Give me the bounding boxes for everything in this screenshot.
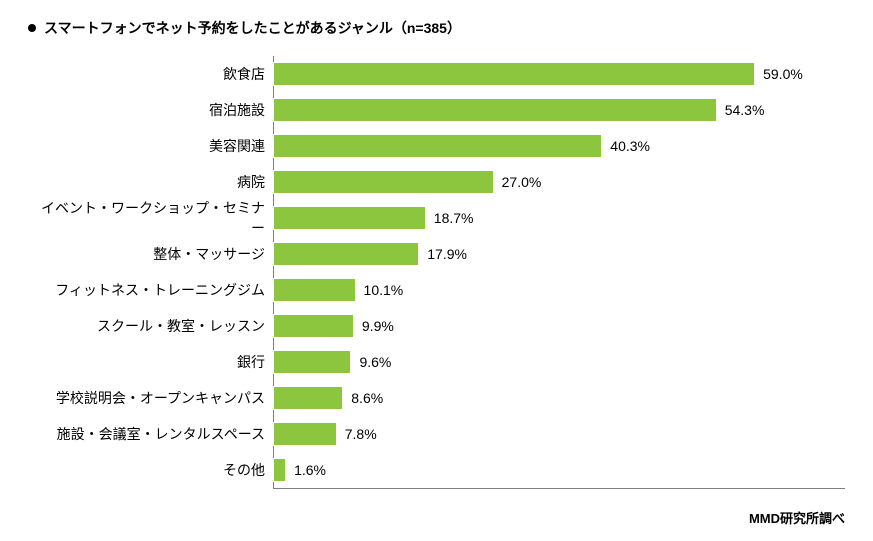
bar: [273, 170, 494, 194]
bar: [273, 422, 337, 446]
bar-area: 1.6%: [273, 452, 845, 488]
value-label: 17.9%: [427, 246, 467, 262]
chart-row: フィットネス・トレーニングジム 10.1%: [28, 272, 845, 308]
category-label: 宿泊施設: [28, 100, 273, 120]
value-label: 7.8%: [345, 426, 377, 442]
value-label: 8.6%: [351, 390, 383, 406]
value-label: 9.6%: [359, 354, 391, 370]
bar-area: 8.6%: [273, 380, 845, 416]
bar-area: 18.7%: [273, 200, 845, 236]
chart-row: 施設・会議室・レンタルスペース 7.8%: [28, 416, 845, 452]
bar: [273, 278, 356, 302]
bar-area: 59.0%: [273, 56, 845, 92]
category-label: 施設・会議室・レンタルスペース: [28, 424, 273, 444]
chart-row: スクール・教室・レッスン 9.9%: [28, 308, 845, 344]
bar: [273, 458, 286, 482]
value-label: 40.3%: [610, 138, 650, 154]
chart-title-row: スマートフォンでネット予約をしたことがあるジャンル（n=385）: [28, 18, 845, 38]
chart-row: 宿泊施設 54.3%: [28, 92, 845, 128]
category-label: 病院: [28, 172, 273, 192]
chart-row: イベント・ワークショップ・セミナー 18.7%: [28, 200, 845, 236]
category-label: その他: [28, 460, 273, 480]
category-label: 整体・マッサージ: [28, 244, 273, 264]
chart-row: 整体・マッサージ 17.9%: [28, 236, 845, 272]
chart-row: 学校説明会・オープンキャンパス 8.6%: [28, 380, 845, 416]
chart-row: 飲食店 59.0%: [28, 56, 845, 92]
value-label: 27.0%: [502, 174, 542, 190]
bar: [273, 206, 426, 230]
bar-area: 9.9%: [273, 308, 845, 344]
x-axis-line: [273, 488, 845, 489]
chart-row: 病院 27.0%: [28, 164, 845, 200]
bar: [273, 386, 343, 410]
category-label: フィットネス・トレーニングジム: [28, 280, 273, 300]
bar: [273, 242, 419, 266]
bar-chart: 飲食店 59.0% 宿泊施設 54.3% 美容関連 40.3% 病院 27.0% イベント・ワー…: [28, 56, 845, 490]
bar-area: 7.8%: [273, 416, 845, 452]
bar-area: 54.3%: [273, 92, 845, 128]
value-label: 54.3%: [725, 102, 765, 118]
bullet-icon: [28, 24, 36, 32]
bar: [273, 350, 351, 374]
category-label: 学校説明会・オープンキャンパス: [28, 388, 273, 408]
chart-title: スマートフォンでネット予約をしたことがあるジャンル（n=385）: [44, 18, 461, 38]
bar-area: 17.9%: [273, 236, 845, 272]
value-label: 10.1%: [364, 282, 404, 298]
value-label: 9.9%: [362, 318, 394, 334]
chart-row: 美容関連 40.3%: [28, 128, 845, 164]
bar: [273, 98, 717, 122]
bar-area: 10.1%: [273, 272, 845, 308]
bar: [273, 134, 602, 158]
category-label: 飲食店: [28, 64, 273, 84]
bar-area: 27.0%: [273, 164, 845, 200]
source-credit: MMD研究所調べ: [749, 508, 845, 527]
category-label: 銀行: [28, 352, 273, 372]
chart-row: 銀行 9.6%: [28, 344, 845, 380]
value-label: 59.0%: [763, 66, 803, 82]
category-label: イベント・ワークショップ・セミナー: [28, 198, 273, 238]
bar: [273, 62, 755, 86]
bar-area: 9.6%: [273, 344, 845, 380]
bar-area: 40.3%: [273, 128, 845, 164]
chart-row: その他 1.6%: [28, 452, 845, 488]
category-label: スクール・教室・レッスン: [28, 316, 273, 336]
category-label: 美容関連: [28, 136, 273, 156]
value-label: 1.6%: [294, 462, 326, 478]
bar: [273, 314, 354, 338]
value-label: 18.7%: [434, 210, 474, 226]
